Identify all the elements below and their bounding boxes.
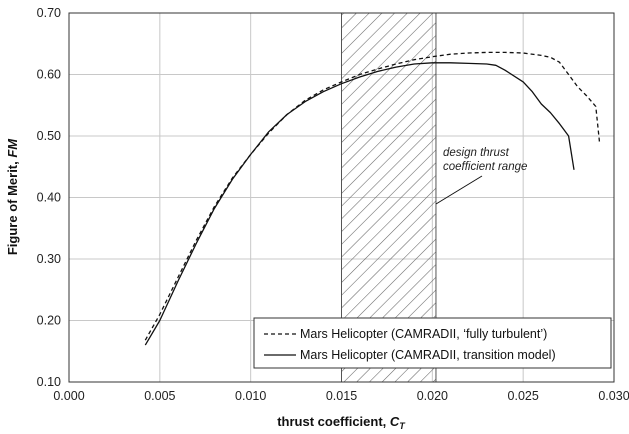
x-tick-label: 0.010: [235, 389, 266, 403]
annotation-line-2: coefficient range: [443, 161, 527, 173]
series-layer: [144, 51, 601, 346]
legend-label-fully-turbulent: Mars Helicopter (CAMRADII, ‘fully turbul…: [300, 327, 547, 341]
y-tick-label: 0.40: [37, 191, 61, 205]
y-tick-label: 0.20: [37, 314, 61, 328]
x-tick-label: 0.030: [598, 389, 629, 403]
x-tick-label: 0.015: [326, 389, 357, 403]
x-tick-label: 0.005: [144, 389, 175, 403]
x-tick-label: 0.000: [53, 389, 84, 403]
series-transition-model-line: [144, 62, 575, 346]
legend-label-transition-model: Mars Helicopter (CAMRADII, transition mo…: [300, 348, 556, 362]
legend-box: [253, 317, 612, 369]
y-tick-label: 0.10: [37, 375, 61, 389]
x-tick-label: 0.020: [417, 389, 448, 403]
y-axis-label: Figure of Merit, FM: [5, 138, 20, 255]
y-axis-ticks: 0.10 0.20 0.30 0.40 0.50 0.60 0.70: [37, 6, 61, 389]
y-tick-label: 0.50: [37, 129, 61, 143]
y-tick-label: 0.60: [37, 68, 61, 82]
annotation-line-1: design thrust: [443, 147, 510, 159]
x-tick-label: 0.025: [508, 389, 539, 403]
y-tick-label: 0.30: [37, 252, 61, 266]
legend: Mars Helicopter (CAMRADII, ‘fully turbul…: [253, 317, 612, 369]
plot-frame: [68, 12, 615, 383]
x-axis-ticks: 0.000 0.005 0.010 0.015 0.020 0.025 0.030: [53, 389, 629, 403]
series-fully-turbulent-line: [144, 51, 601, 341]
x-axis-label: thrust coefficient, CT: [277, 414, 406, 431]
y-tick-label: 0.70: [37, 6, 61, 20]
annotation-leader-line: [435, 175, 483, 205]
